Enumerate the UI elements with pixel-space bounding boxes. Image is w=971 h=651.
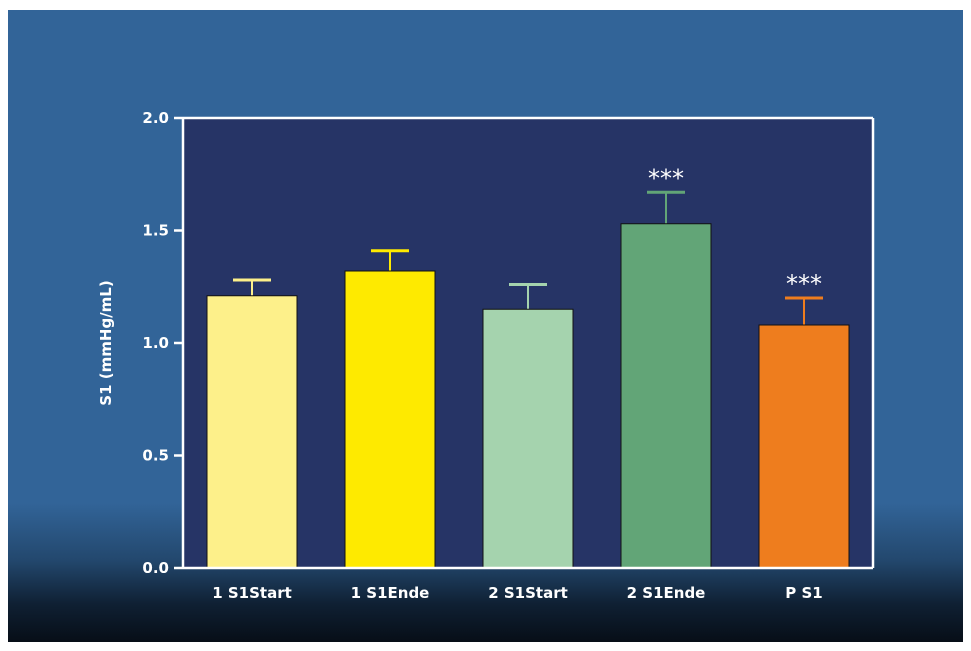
- y-tick-label-1: 0.5: [142, 447, 169, 465]
- bars: *** ***: [206, 164, 850, 569]
- y-tick-label-0: 0.0: [142, 559, 169, 577]
- slide-background: *** *** 0.0 0.5 1.0 1.5 2.0 1 S1Start 1 S1Ende…: [8, 10, 963, 642]
- bar-4: [758, 324, 850, 569]
- significance-label-4: ***: [786, 270, 822, 298]
- x-tick-label-3: 2 S1Ende: [627, 584, 706, 602]
- y-tick-label-3: 1.5: [142, 222, 169, 240]
- bar-0: [206, 295, 298, 569]
- y-tick-label-4: 2.0: [142, 109, 169, 127]
- bar-3: [620, 223, 712, 569]
- bar-chart: *** *** 0.0 0.5 1.0 1.5 2.0 1 S1Start 1 S1Ende…: [97, 109, 875, 602]
- bar-2: [482, 308, 574, 569]
- x-tick-label-0: 1 S1Start: [212, 584, 292, 602]
- significance-label-3: ***: [648, 164, 684, 192]
- y-ticks: 0.0 0.5 1.0 1.5 2.0: [142, 109, 183, 577]
- y-tick-label-2: 1.0: [142, 334, 169, 352]
- x-tick-labels: 1 S1Start 1 S1Ende 2 S1Start 2 S1Ende P S1: [212, 584, 823, 602]
- x-tick-label-4: P S1: [785, 584, 822, 602]
- x-tick-label-1: 1 S1Ende: [351, 584, 430, 602]
- x-tick-label-2: 2 S1Start: [488, 584, 568, 602]
- y-axis-title: S1 (mmHg/mL): [97, 280, 115, 405]
- bar-1: [344, 270, 436, 569]
